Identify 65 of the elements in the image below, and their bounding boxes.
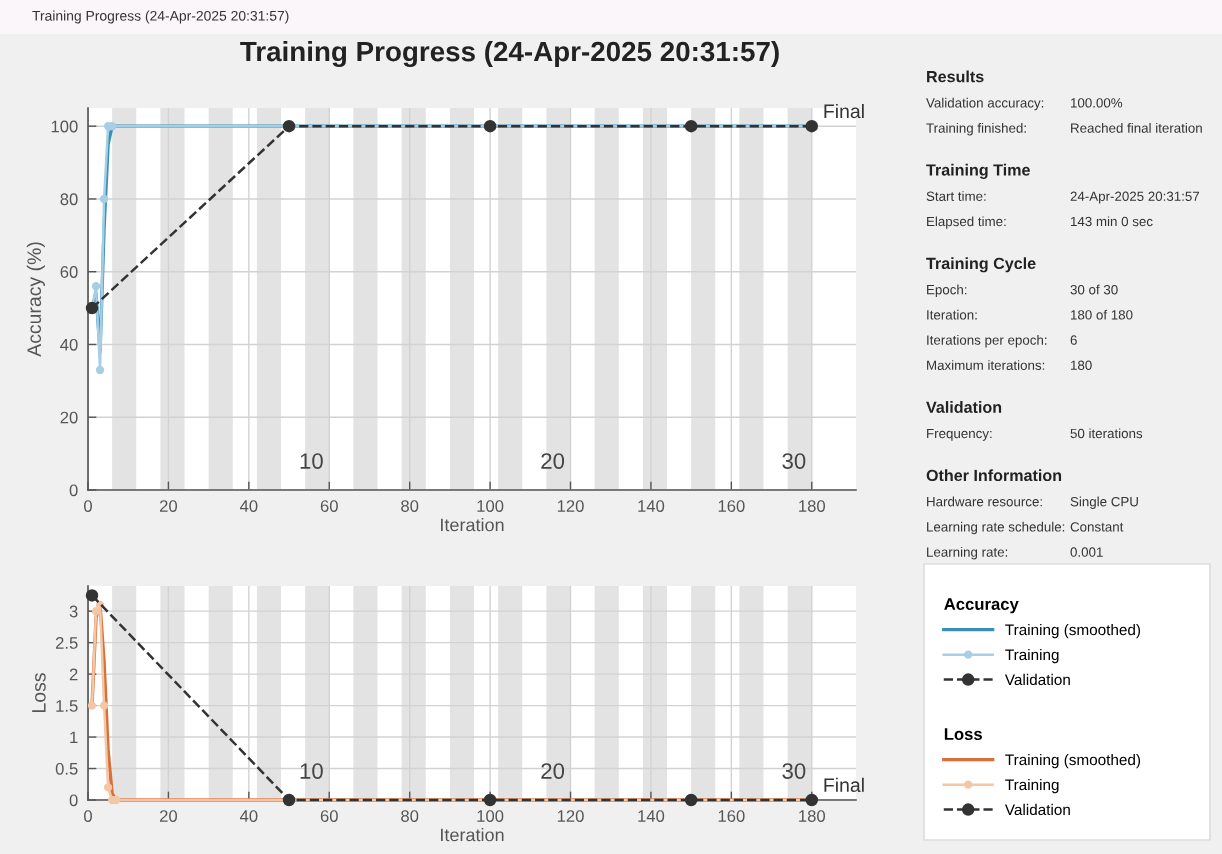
point — [684, 119, 698, 133]
x-tick-label: 40 — [239, 500, 258, 512]
y-tick-label: 20 — [60, 411, 78, 424]
point — [85, 589, 99, 602]
x-tick-label: 100 — [477, 810, 504, 822]
x-tick-label: 80 — [401, 500, 419, 512]
y-tick-label: 60 — [60, 266, 78, 278]
x-tick-label: 20 — [159, 810, 178, 822]
y-tick-label: 100 — [51, 120, 78, 133]
x-tick-label: 60 — [320, 500, 338, 512]
y-tick-label: 0 — [69, 794, 78, 807]
annotation: 10 — [300, 763, 323, 779]
y-tick-label: 0 — [69, 484, 78, 497]
text: Results — [927, 70, 984, 83]
point — [684, 793, 698, 807]
text: Validation — [926, 401, 1002, 413]
x-tick-label: 160 — [718, 500, 745, 512]
point — [103, 783, 113, 792]
x-tick-label: 120 — [557, 810, 584, 822]
y-tick-label: 40 — [60, 338, 78, 351]
annotation: 20 — [541, 453, 565, 469]
annotation: 30 — [782, 453, 806, 469]
y-axis-title: Loss — [32, 673, 46, 712]
point — [91, 282, 101, 291]
y-tick-label: 3 — [69, 605, 78, 618]
y-tick-label: 1 — [70, 731, 78, 744]
text: Other Information — [926, 469, 1062, 482]
text: Training Time — [926, 163, 1030, 179]
y-tick-label: 0.5 — [55, 762, 78, 775]
x-tick-label: 0 — [84, 810, 92, 822]
x-tick-label: 100 — [477, 500, 504, 512]
y-tick-label: 2 — [69, 668, 78, 681]
x-tick-label: 140 — [638, 810, 665, 822]
y-tick-label: 1.5 — [56, 700, 78, 712]
point — [282, 119, 296, 133]
x-axis-title: Iteration — [441, 518, 504, 532]
point — [483, 793, 497, 807]
x-tick-label: 180 — [799, 500, 826, 512]
point — [282, 793, 296, 807]
annotation: Final — [824, 103, 864, 119]
point — [95, 365, 105, 375]
legend-title: Loss — [944, 728, 982, 740]
point — [99, 701, 109, 710]
y-tick-label: 80 — [60, 193, 78, 206]
point — [99, 194, 109, 204]
x-axis-title: Iteration — [441, 828, 504, 842]
x-tick-label: 120 — [557, 500, 584, 512]
text: Training Cycle — [926, 257, 1036, 273]
annotation: 10 — [300, 453, 323, 469]
x-tick-label: 60 — [320, 810, 338, 822]
point — [483, 119, 497, 133]
x-tick-label: 160 — [718, 810, 745, 822]
x-tick-label: 80 — [401, 810, 419, 822]
annotation: Final — [824, 777, 864, 792]
x-tick-label: 0 — [84, 500, 92, 512]
x-tick-label: 40 — [239, 810, 258, 822]
y-axis-title: Accuracy (%) — [26, 242, 45, 357]
legend-title: Accuracy — [944, 598, 1019, 614]
chart-title: Training Progress (24-Apr-2025 20:31:57) — [240, 40, 779, 68]
x-tick-label: 180 — [799, 810, 826, 822]
x-tick-label: 140 — [638, 500, 665, 512]
annotation: 30 — [782, 763, 806, 779]
x-tick-label: 20 — [159, 500, 178, 512]
y-tick-label: 2.5 — [55, 637, 78, 649]
annotation: 20 — [541, 763, 565, 779]
